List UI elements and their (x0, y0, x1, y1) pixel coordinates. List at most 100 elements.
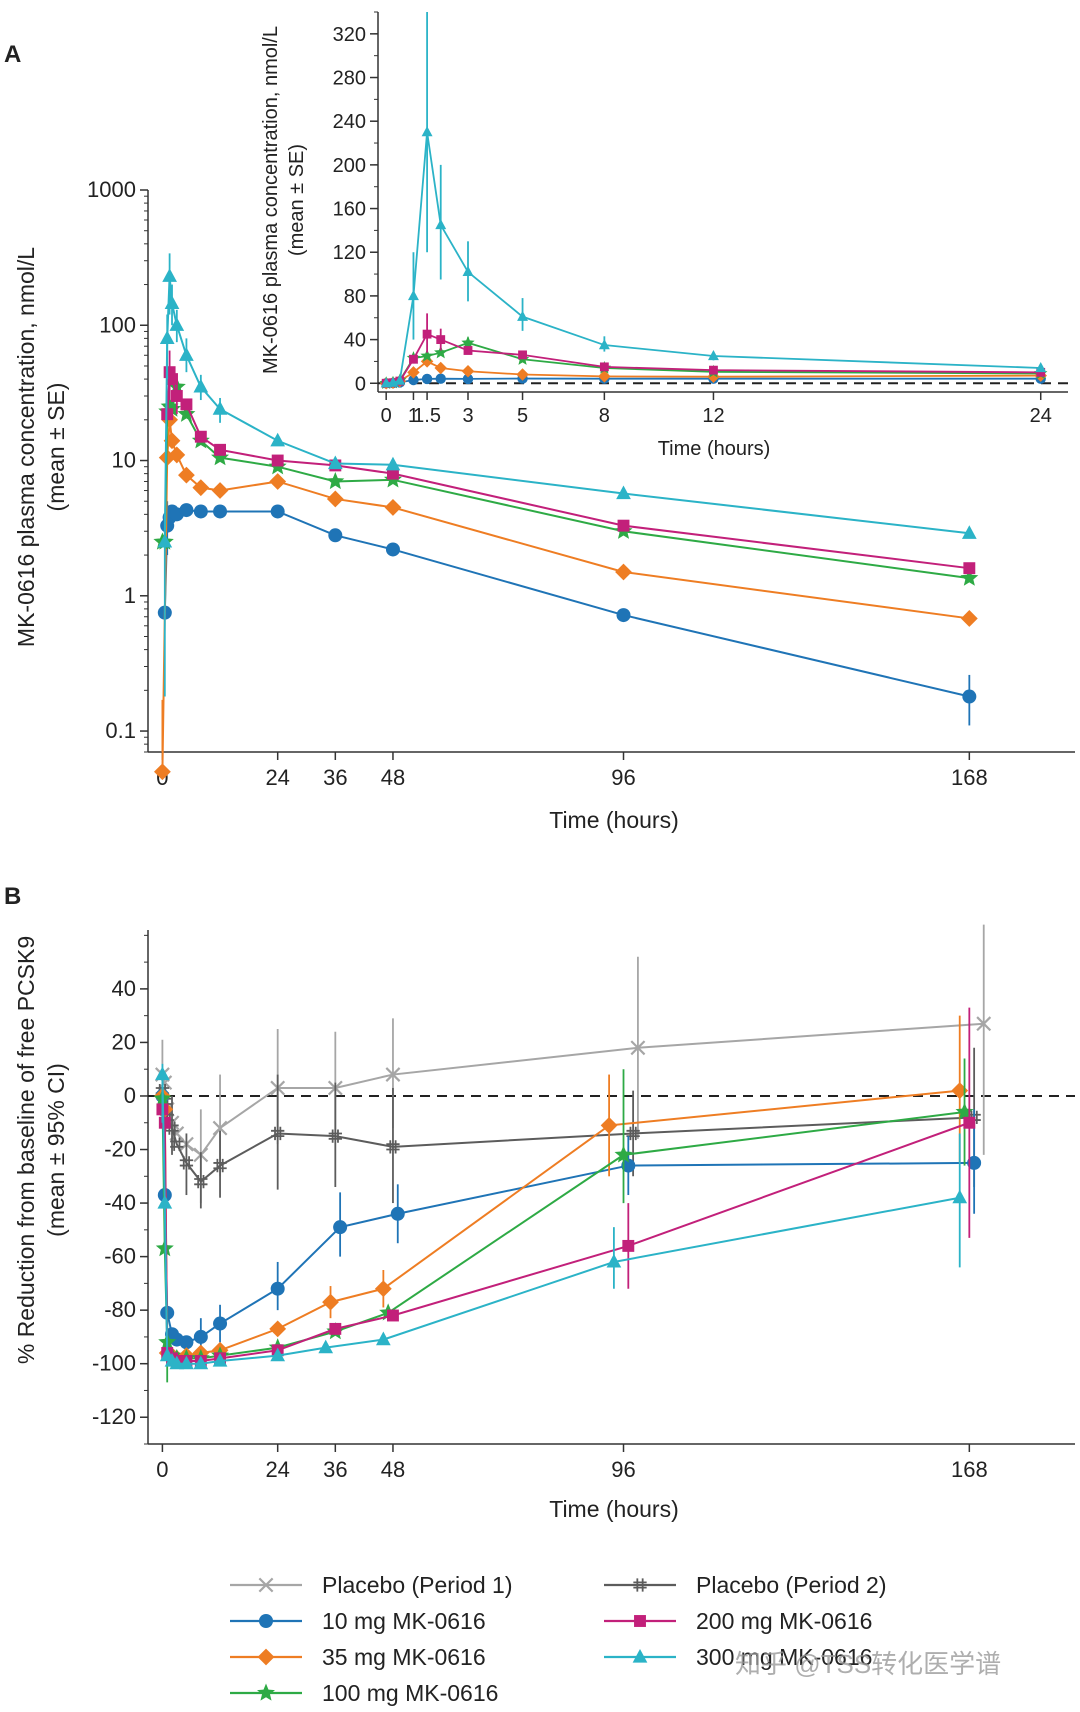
data-point (212, 1352, 228, 1367)
data-point (326, 472, 345, 490)
data-point (177, 404, 196, 422)
y-tick-label: 100 (99, 312, 136, 337)
data-point (329, 1322, 342, 1335)
panel-b-ylabel-sub: (mean ± 95% CI) (43, 1063, 69, 1237)
x-tick-label: 24 (1030, 405, 1052, 427)
y-tick-label: 80 (344, 286, 366, 308)
x-tick-label: 48 (381, 765, 405, 790)
data-point (434, 361, 447, 375)
x-tick-label: 48 (381, 1457, 405, 1482)
data-point (621, 1158, 636, 1173)
series-line (163, 509, 970, 698)
data-point (408, 374, 419, 386)
panel-a-ylabel-sub: (mean ± SE) (43, 383, 69, 512)
x-tick-label: 24 (265, 1457, 289, 1482)
series-300-mg-mk-0616 (155, 1063, 968, 1370)
y-tick-label: 320 (333, 24, 366, 46)
x-tick-label: 8 (599, 405, 610, 427)
data-point (960, 610, 978, 627)
data-point (422, 329, 432, 339)
data-point (178, 466, 195, 484)
series-placebo-period-2- (155, 1047, 981, 1209)
data-point (270, 1281, 285, 1296)
data-point (322, 1293, 339, 1311)
data-point (1035, 361, 1047, 373)
data-point (374, 1280, 392, 1298)
data-point (158, 1116, 171, 1129)
diamond-icon (257, 1648, 275, 1666)
y-tick-label: 20 (112, 1029, 136, 1054)
data-point (326, 490, 344, 508)
y-tick-label: -60 (104, 1244, 136, 1269)
data-point (192, 479, 210, 497)
data-point (159, 330, 175, 344)
panel-b-chart: -120 -100 -80 -60 -40 -20 0 20 40 0 24 36 48 96 168 (92, 924, 1075, 1482)
data-point (420, 348, 434, 362)
data-point (385, 456, 401, 471)
series-line (161, 1074, 960, 1365)
data-point (211, 482, 229, 499)
x-tick-label: 0 (381, 405, 392, 427)
data-point (155, 1066, 170, 1081)
data-point (461, 335, 475, 349)
data-point (435, 218, 447, 230)
y-tick-label: -20 (104, 1137, 136, 1162)
panel-b-letter: B (4, 883, 21, 910)
data-point (599, 362, 609, 372)
triangle-icon (632, 1648, 648, 1663)
x-tick-label: 168 (951, 765, 988, 790)
data-point (179, 1355, 194, 1370)
y-tick-label: -80 (104, 1297, 136, 1322)
data-point (193, 1355, 209, 1370)
y-tick-label: 160 (333, 199, 366, 221)
data-point (162, 268, 177, 282)
y-tick-label: 280 (333, 68, 366, 90)
y-tick-label: -120 (92, 1404, 136, 1429)
data-point (385, 1067, 401, 1082)
series-10-mg-mk-0616 (157, 501, 977, 726)
data-point (516, 368, 529, 381)
data-point (407, 289, 419, 301)
data-point (1036, 367, 1046, 377)
series-300-mg-mk-0616 (380, 12, 1047, 388)
y-tick-label: 120 (333, 242, 366, 264)
y-tick-label: 1 (124, 583, 136, 608)
panel-a-letter: A (4, 41, 21, 68)
data-point (193, 378, 209, 393)
data-point (626, 1126, 640, 1141)
x-tick-label: 3 (462, 405, 473, 427)
legend-label-3: 200 mg MK-0616 (696, 1608, 872, 1634)
series-200-mg-mk-0616 (161, 350, 976, 575)
data-point (169, 1355, 185, 1370)
panel-a-ylabel: MK-0616 plasma concentration, nmol/L (13, 247, 39, 647)
x-tick-label: 5 (517, 405, 528, 427)
legend-label-1: Placebo (Period 2) (696, 1572, 887, 1598)
data-point (271, 454, 284, 467)
data-point (614, 1145, 633, 1163)
data-point (961, 525, 977, 539)
x-tick-label: 36 (323, 1457, 347, 1482)
data-point (434, 345, 448, 359)
panel-b-xlabel: Time (hours) (549, 1496, 679, 1522)
y-tick-label: 0.1 (105, 718, 136, 743)
data-point (179, 1156, 194, 1170)
watermark: 知乎 @TSS转化医学谱 (735, 1649, 1001, 1679)
y-tick-label: -40 (104, 1190, 136, 1215)
data-point (606, 1253, 622, 1268)
legend-label-4: 35 mg MK-0616 (322, 1644, 486, 1670)
data-point (598, 339, 610, 350)
panel-b-ylabel: % Reduction from baseline of free PCSK9 (13, 936, 39, 1364)
data-point (193, 504, 208, 519)
data-point (269, 1320, 287, 1338)
inset-xlabel: Time (hours) (658, 438, 771, 460)
data-point (390, 1206, 405, 1221)
data-point (318, 1339, 334, 1354)
data-point (409, 354, 418, 364)
data-point (462, 265, 474, 277)
data-point (421, 126, 433, 137)
inset-ylabel-sub: (mean ± SE) (286, 144, 308, 256)
data-point (166, 373, 178, 386)
data-point (269, 473, 287, 490)
data-point (518, 350, 527, 360)
